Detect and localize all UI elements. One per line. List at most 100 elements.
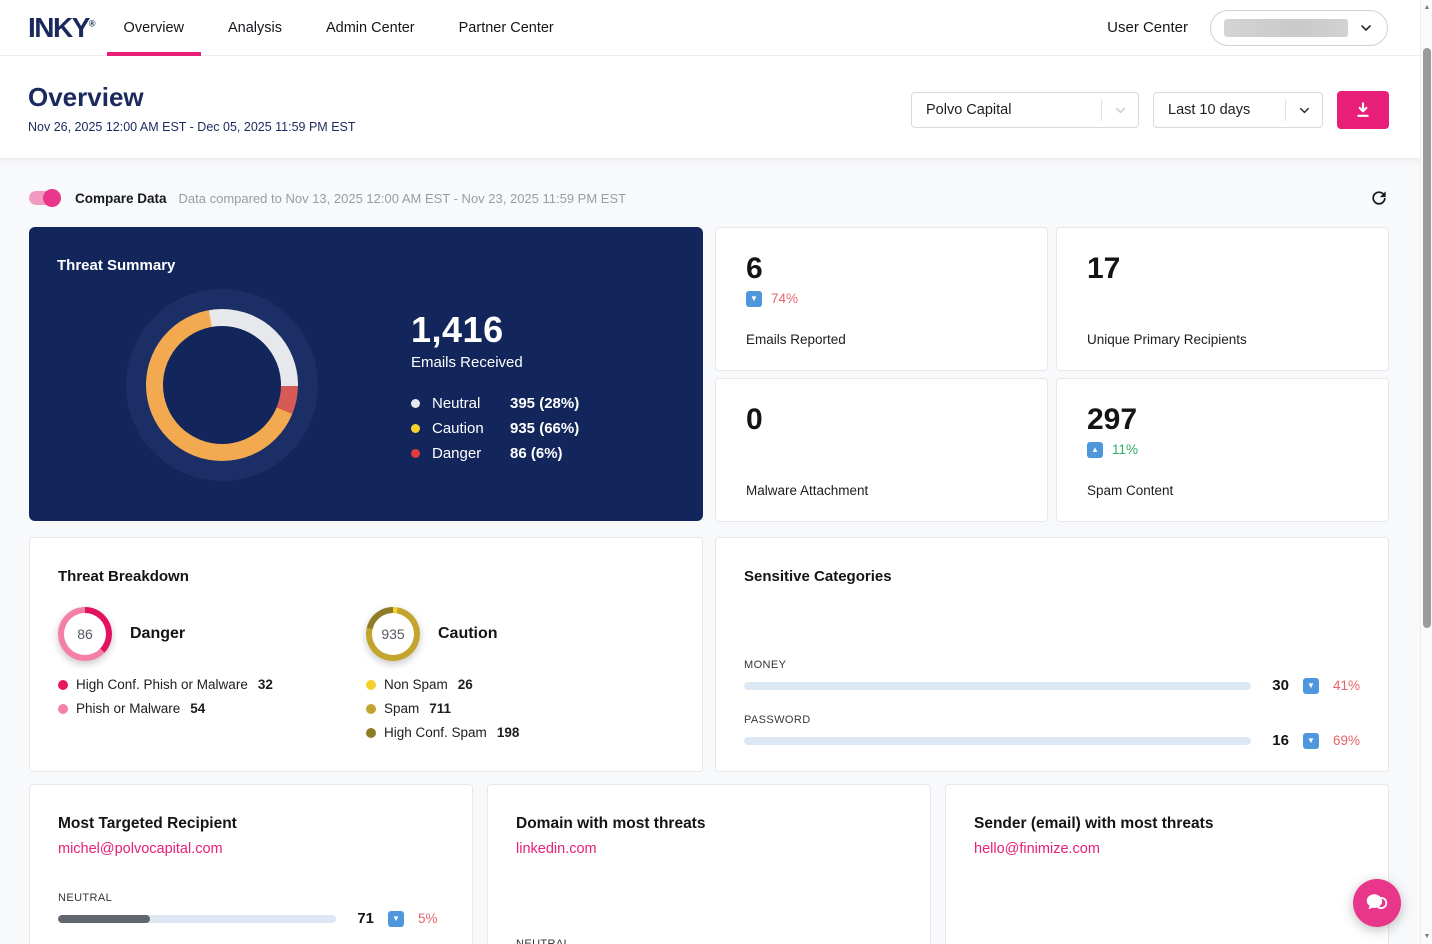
neutral-progress-bar [58,915,336,923]
page-title: Overview [28,82,356,113]
sensitive-categories-title: Sensitive Categories [744,568,1360,585]
account-dropdown[interactable] [1210,10,1388,46]
account-name-redacted [1224,19,1348,37]
danger-group: 86 Danger High Conf. Phish or Malware 32 [58,607,366,740]
danger-group-name: Danger [130,625,185,643]
money-value: 30 [1265,677,1289,694]
scrollbar[interactable]: ▲ ▼ [1420,0,1432,944]
threat-breakdown-title: Threat Breakdown [58,568,674,585]
chat-bubbles-icon [1363,889,1391,917]
delta-down-icon: ▼ [388,911,404,927]
delta-percent: 11% [1112,442,1138,457]
stat-label: Unique Primary Recipients [1087,332,1358,347]
stat-card-malware-attachment: 0 Malware Attachment [715,378,1048,522]
download-icon [1353,100,1373,120]
money-row: MONEY 30 ▼ 41% [744,659,1360,694]
nav-tabs: Overview Analysis Admin Center Partner C… [102,0,576,56]
danger-total: 86 [58,607,112,661]
neutral-meter-row: 71 ▼ 5% [58,910,444,927]
tab-admin-center[interactable]: Admin Center [304,0,437,56]
compare-data-label: Compare Data [75,191,167,206]
chat-widget-button[interactable] [1353,879,1401,927]
compare-row: Compare Data Data compared to Nov 13, 20… [29,183,1389,213]
trademark-symbol: ® [89,18,96,28]
card-title: Domain with most threats [516,815,902,833]
list-item: High Conf. Spam 198 [366,725,674,740]
non-spam-dot-icon [366,680,376,690]
phish-dot-icon [58,704,68,714]
caution-ring-chart: 935 [366,607,420,661]
stat-value: 297 [1087,403,1358,438]
user-center-link[interactable]: User Center [1107,19,1188,36]
stat-card-spam-content: 297 ▲ 11% Spam Content [1056,378,1389,522]
domain-most-threats-card: Domain with most threats linkedin.com NE… [487,784,931,944]
tab-overview[interactable]: Overview [102,0,206,56]
list-item: High Conf. Phish or Malware 32 [58,677,366,692]
danger-group-head: 86 Danger [58,607,366,661]
compare-description: Data compared to Nov 13, 2025 12:00 AM E… [179,191,627,206]
emails-received-label: Emails Received [411,354,579,371]
stat-delta [1087,288,1358,310]
chevron-down-icon [1358,20,1374,36]
stat-cards-grid: 6 ▼ 74% Emails Reported 17 Unique Primar… [715,227,1389,522]
tab-analysis[interactable]: Analysis [206,0,304,56]
neutral-delta-percent: 5% [418,911,438,926]
scrollbar-thumb[interactable] [1423,48,1431,628]
donut-wrap [57,289,387,481]
summary-row: Threat Summary 1,416 Emails Received [29,227,1389,522]
toggle-knob [43,189,61,207]
refresh-button[interactable] [1369,188,1389,208]
inky-logo[interactable]: INKY® [28,12,96,44]
domain-link[interactable]: linkedin.com [516,841,597,857]
list-item: Phish or Malware 54 [58,701,366,716]
stat-value: 17 [1087,252,1358,287]
breakdown-row: Threat Breakdown 86 Danger High C [29,537,1389,772]
legend-item-neutral: Neutral 395 (28%) [411,395,579,412]
stat-label: Malware Attachment [746,483,1017,498]
password-progress-bar [744,737,1251,745]
period-select[interactable]: Last 10 days [1153,92,1323,128]
caution-total: 935 [366,607,420,661]
logo-text: INKY [28,12,89,43]
threat-breakdown-groups: 86 Danger High Conf. Phish or Malware 32 [58,607,674,740]
password-row: PASSWORD 16 ▼ 69% [744,714,1360,749]
stat-delta [746,439,1017,461]
delta-down-icon: ▼ [1303,678,1319,694]
neutral-dot-icon [411,399,420,408]
period-select-value: Last 10 days [1154,102,1285,118]
money-label: MONEY [744,659,1360,671]
password-value: 16 [1265,732,1289,749]
neutral-label: NEUTRAL [58,892,444,904]
page-header: Overview Nov 26, 2025 12:00 AM EST - Dec… [0,56,1432,158]
list-item: Spam 711 [366,701,674,716]
top-nav: INKY® Overview Analysis Admin Center Par… [0,0,1432,56]
threat-summary-title: Threat Summary [57,257,675,274]
card-title: Most Targeted Recipient [58,815,444,833]
tab-partner-center[interactable]: Partner Center [437,0,576,56]
sensitive-categories-card: Sensitive Categories MONEY 30 ▼ 41% PASS… [715,537,1389,772]
danger-ring-chart: 86 [58,607,112,661]
compare-data-toggle[interactable] [29,191,59,205]
organization-select[interactable]: Polvo Capital [911,92,1139,128]
delta-down-icon: ▼ [746,291,762,307]
caution-group-head: 935 Caution [366,607,674,661]
caution-items: Non Spam 26 Spam 711 High Conf. Spam [366,677,674,740]
money-progress-bar [744,682,1251,690]
recipient-link[interactable]: michel@polvocapital.com [58,841,223,857]
danger-dot-icon [411,449,420,458]
caution-group: 935 Caution Non Spam 26 [366,607,674,740]
threat-summary-body: 1,416 Emails Received Neutral 395 (28%) … [57,274,675,496]
stat-value: 0 [746,403,1017,438]
scroll-up-icon[interactable]: ▲ [1421,4,1432,11]
sender-link[interactable]: hello@finimize.com [974,841,1100,857]
scroll-down-icon[interactable]: ▼ [1421,933,1432,940]
stat-card-emails-reported: 6 ▼ 74% Emails Reported [715,227,1048,371]
most-targeted-recipient-card: Most Targeted Recipient michel@polvocapi… [29,784,473,944]
date-range: Nov 26, 2025 12:00 AM EST - Dec 05, 2025… [28,120,356,134]
organization-select-value: Polvo Capital [912,102,1101,118]
neutral-value: 71 [350,910,374,927]
download-button[interactable] [1337,91,1389,129]
password-label: PASSWORD [744,714,1360,726]
dashboard-content: Compare Data Data compared to Nov 13, 20… [0,157,1420,944]
password-delta-percent: 69% [1333,733,1360,748]
